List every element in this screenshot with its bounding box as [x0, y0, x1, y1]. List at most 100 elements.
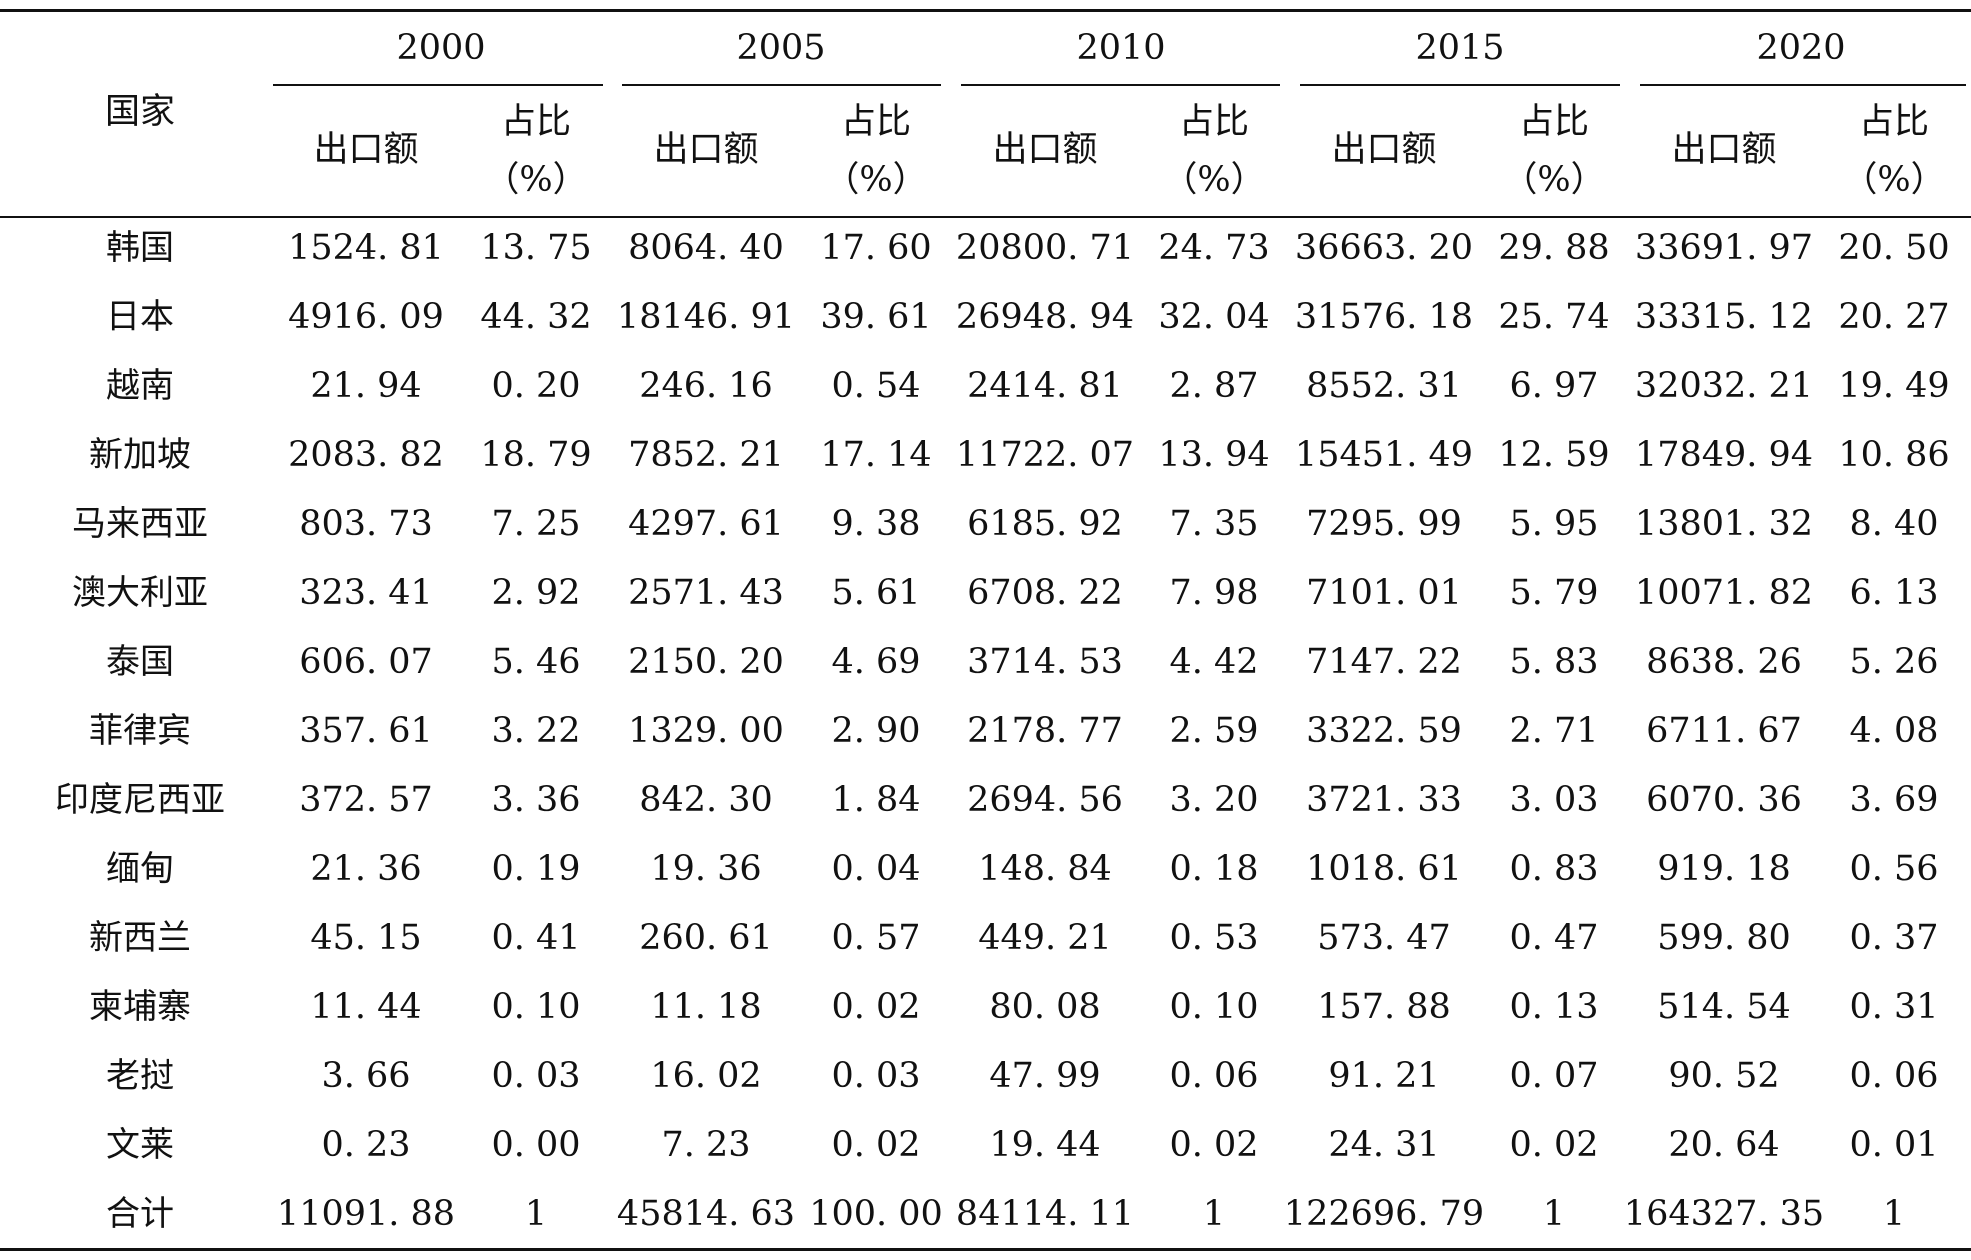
year-rule-2010 — [961, 84, 1280, 86]
share-value-cell: 0. 47 — [1509, 918, 1599, 958]
export-value-cell: 91. 21 — [1328, 1056, 1440, 1096]
export-value-cell: 8552. 31 — [1306, 366, 1462, 406]
export-value-cell: 573. 47 — [1317, 918, 1451, 958]
share-value-cell: 0. 01 — [1849, 1125, 1939, 1165]
share-value-cell: 9. 38 — [831, 504, 921, 544]
export-header-2020: 出口额 — [1671, 130, 1777, 170]
export-value-cell: 2694. 56 — [967, 780, 1123, 820]
export-value-cell: 21. 36 — [310, 849, 422, 889]
share-value-cell: 0. 31 — [1849, 987, 1939, 1027]
export-value-cell: 2150. 20 — [628, 642, 784, 682]
share-value-cell: 0. 06 — [1169, 1056, 1259, 1096]
country-cell: 缅甸 — [106, 849, 174, 889]
export-value-cell: 2083. 82 — [288, 435, 444, 475]
share-value-cell: 5. 46 — [491, 642, 581, 682]
export-value-cell: 357. 61 — [299, 711, 433, 751]
country-header: 国家 — [104, 92, 176, 132]
export-value-cell: 7. 23 — [661, 1125, 751, 1165]
share-value-cell: 2. 71 — [1509, 711, 1599, 751]
share-value-cell: 0. 57 — [831, 918, 921, 958]
share-value-cell: 0. 18 — [1169, 849, 1259, 889]
export-value-cell: 8638. 26 — [1646, 642, 1802, 682]
share-unit-2010: （%） — [1162, 160, 1266, 200]
country-cell: 菲律宾 — [89, 711, 191, 751]
share-value-cell: 0. 54 — [831, 366, 921, 406]
export-value-cell: 31576. 18 — [1294, 297, 1474, 337]
export-header-2000: 出口额 — [313, 130, 419, 170]
export-value-cell: 7147. 22 — [1306, 642, 1462, 682]
share-header-2020: 占比 — [1858, 102, 1930, 142]
share-value-cell: 2. 87 — [1169, 366, 1259, 406]
export-header-2005: 出口额 — [653, 130, 759, 170]
share-value-cell: 24. 73 — [1158, 228, 1270, 268]
share-value-cell: 0. 02 — [1509, 1125, 1599, 1165]
export-value-cell: 372. 57 — [299, 780, 433, 820]
export-value-cell: 449. 21 — [978, 918, 1112, 958]
share-value-cell: 20. 27 — [1838, 297, 1950, 337]
export-value-cell: 8064. 40 — [628, 228, 784, 268]
export-value-cell: 606. 07 — [299, 642, 433, 682]
export-value-cell: 20. 64 — [1668, 1125, 1780, 1165]
table-header-rule — [0, 216, 1971, 218]
export-value-cell: 148. 84 — [978, 849, 1112, 889]
share-value-cell: 3. 36 — [491, 780, 581, 820]
export-value-cell: 84114. 11 — [955, 1194, 1135, 1234]
share-value-cell: 18. 79 — [480, 435, 592, 475]
share-value-cell: 0. 02 — [1169, 1125, 1259, 1165]
country-cell: 柬埔寨 — [89, 987, 191, 1027]
share-value-cell: 1 — [524, 1194, 548, 1234]
share-value-cell: 7. 98 — [1169, 573, 1259, 613]
export-value-cell: 1329. 00 — [628, 711, 784, 751]
share-value-cell: 2. 90 — [831, 711, 921, 751]
share-unit-2000: （%） — [484, 160, 588, 200]
year-header-2000: 2000 — [396, 28, 486, 68]
export-value-cell: 7101. 01 — [1306, 573, 1462, 613]
export-value-cell: 157. 88 — [1317, 987, 1451, 1027]
country-cell: 澳大利亚 — [72, 573, 208, 613]
export-value-cell: 3721. 33 — [1306, 780, 1462, 820]
table-bottom-rule — [0, 1248, 1971, 1251]
export-value-cell: 21. 94 — [310, 366, 422, 406]
export-value-cell: 80. 08 — [989, 987, 1101, 1027]
export-value-cell: 33315. 12 — [1634, 297, 1814, 337]
table-top-rule — [0, 9, 1971, 12]
country-cell: 新加坡 — [89, 435, 191, 475]
share-value-cell: 0. 10 — [1169, 987, 1259, 1027]
share-value-cell: 39. 61 — [820, 297, 932, 337]
year-rule-2015 — [1300, 84, 1620, 86]
export-value-cell: 11091. 88 — [276, 1194, 456, 1234]
export-value-cell: 323. 41 — [299, 573, 433, 613]
export-value-cell: 6711. 67 — [1646, 711, 1802, 751]
export-value-cell: 6070. 36 — [1646, 780, 1802, 820]
export-value-cell: 36663. 20 — [1294, 228, 1474, 268]
share-value-cell: 0. 02 — [831, 987, 921, 1027]
share-unit-2005: （%） — [824, 160, 928, 200]
export-value-cell: 3. 66 — [321, 1056, 411, 1096]
export-value-cell: 11. 44 — [310, 987, 422, 1027]
country-cell: 泰国 — [106, 642, 174, 682]
share-value-cell: 2. 59 — [1169, 711, 1259, 751]
export-value-cell: 514. 54 — [1657, 987, 1791, 1027]
share-value-cell: 17. 60 — [820, 228, 932, 268]
share-value-cell: 3. 22 — [491, 711, 581, 751]
year-header-2015: 2015 — [1415, 28, 1505, 68]
share-value-cell: 4. 69 — [831, 642, 921, 682]
export-value-cell: 11. 18 — [650, 987, 762, 1027]
share-value-cell: 100. 00 — [809, 1194, 943, 1234]
export-value-cell: 260. 61 — [639, 918, 773, 958]
share-header-2000: 占比 — [500, 102, 572, 142]
share-value-cell: 2. 92 — [491, 573, 581, 613]
share-value-cell: 8. 40 — [1849, 504, 1939, 544]
share-value-cell: 1. 84 — [831, 780, 921, 820]
share-value-cell: 5. 61 — [831, 573, 921, 613]
export-value-cell: 919. 18 — [1657, 849, 1791, 889]
export-value-cell: 7295. 99 — [1306, 504, 1462, 544]
share-value-cell: 0. 10 — [491, 987, 581, 1027]
share-value-cell: 5. 79 — [1509, 573, 1599, 613]
export-header-2010: 出口额 — [992, 130, 1098, 170]
share-value-cell: 44. 32 — [480, 297, 592, 337]
country-cell: 韩国 — [106, 228, 174, 268]
share-value-cell: 1 — [1202, 1194, 1226, 1234]
share-value-cell: 0. 13 — [1509, 987, 1599, 1027]
